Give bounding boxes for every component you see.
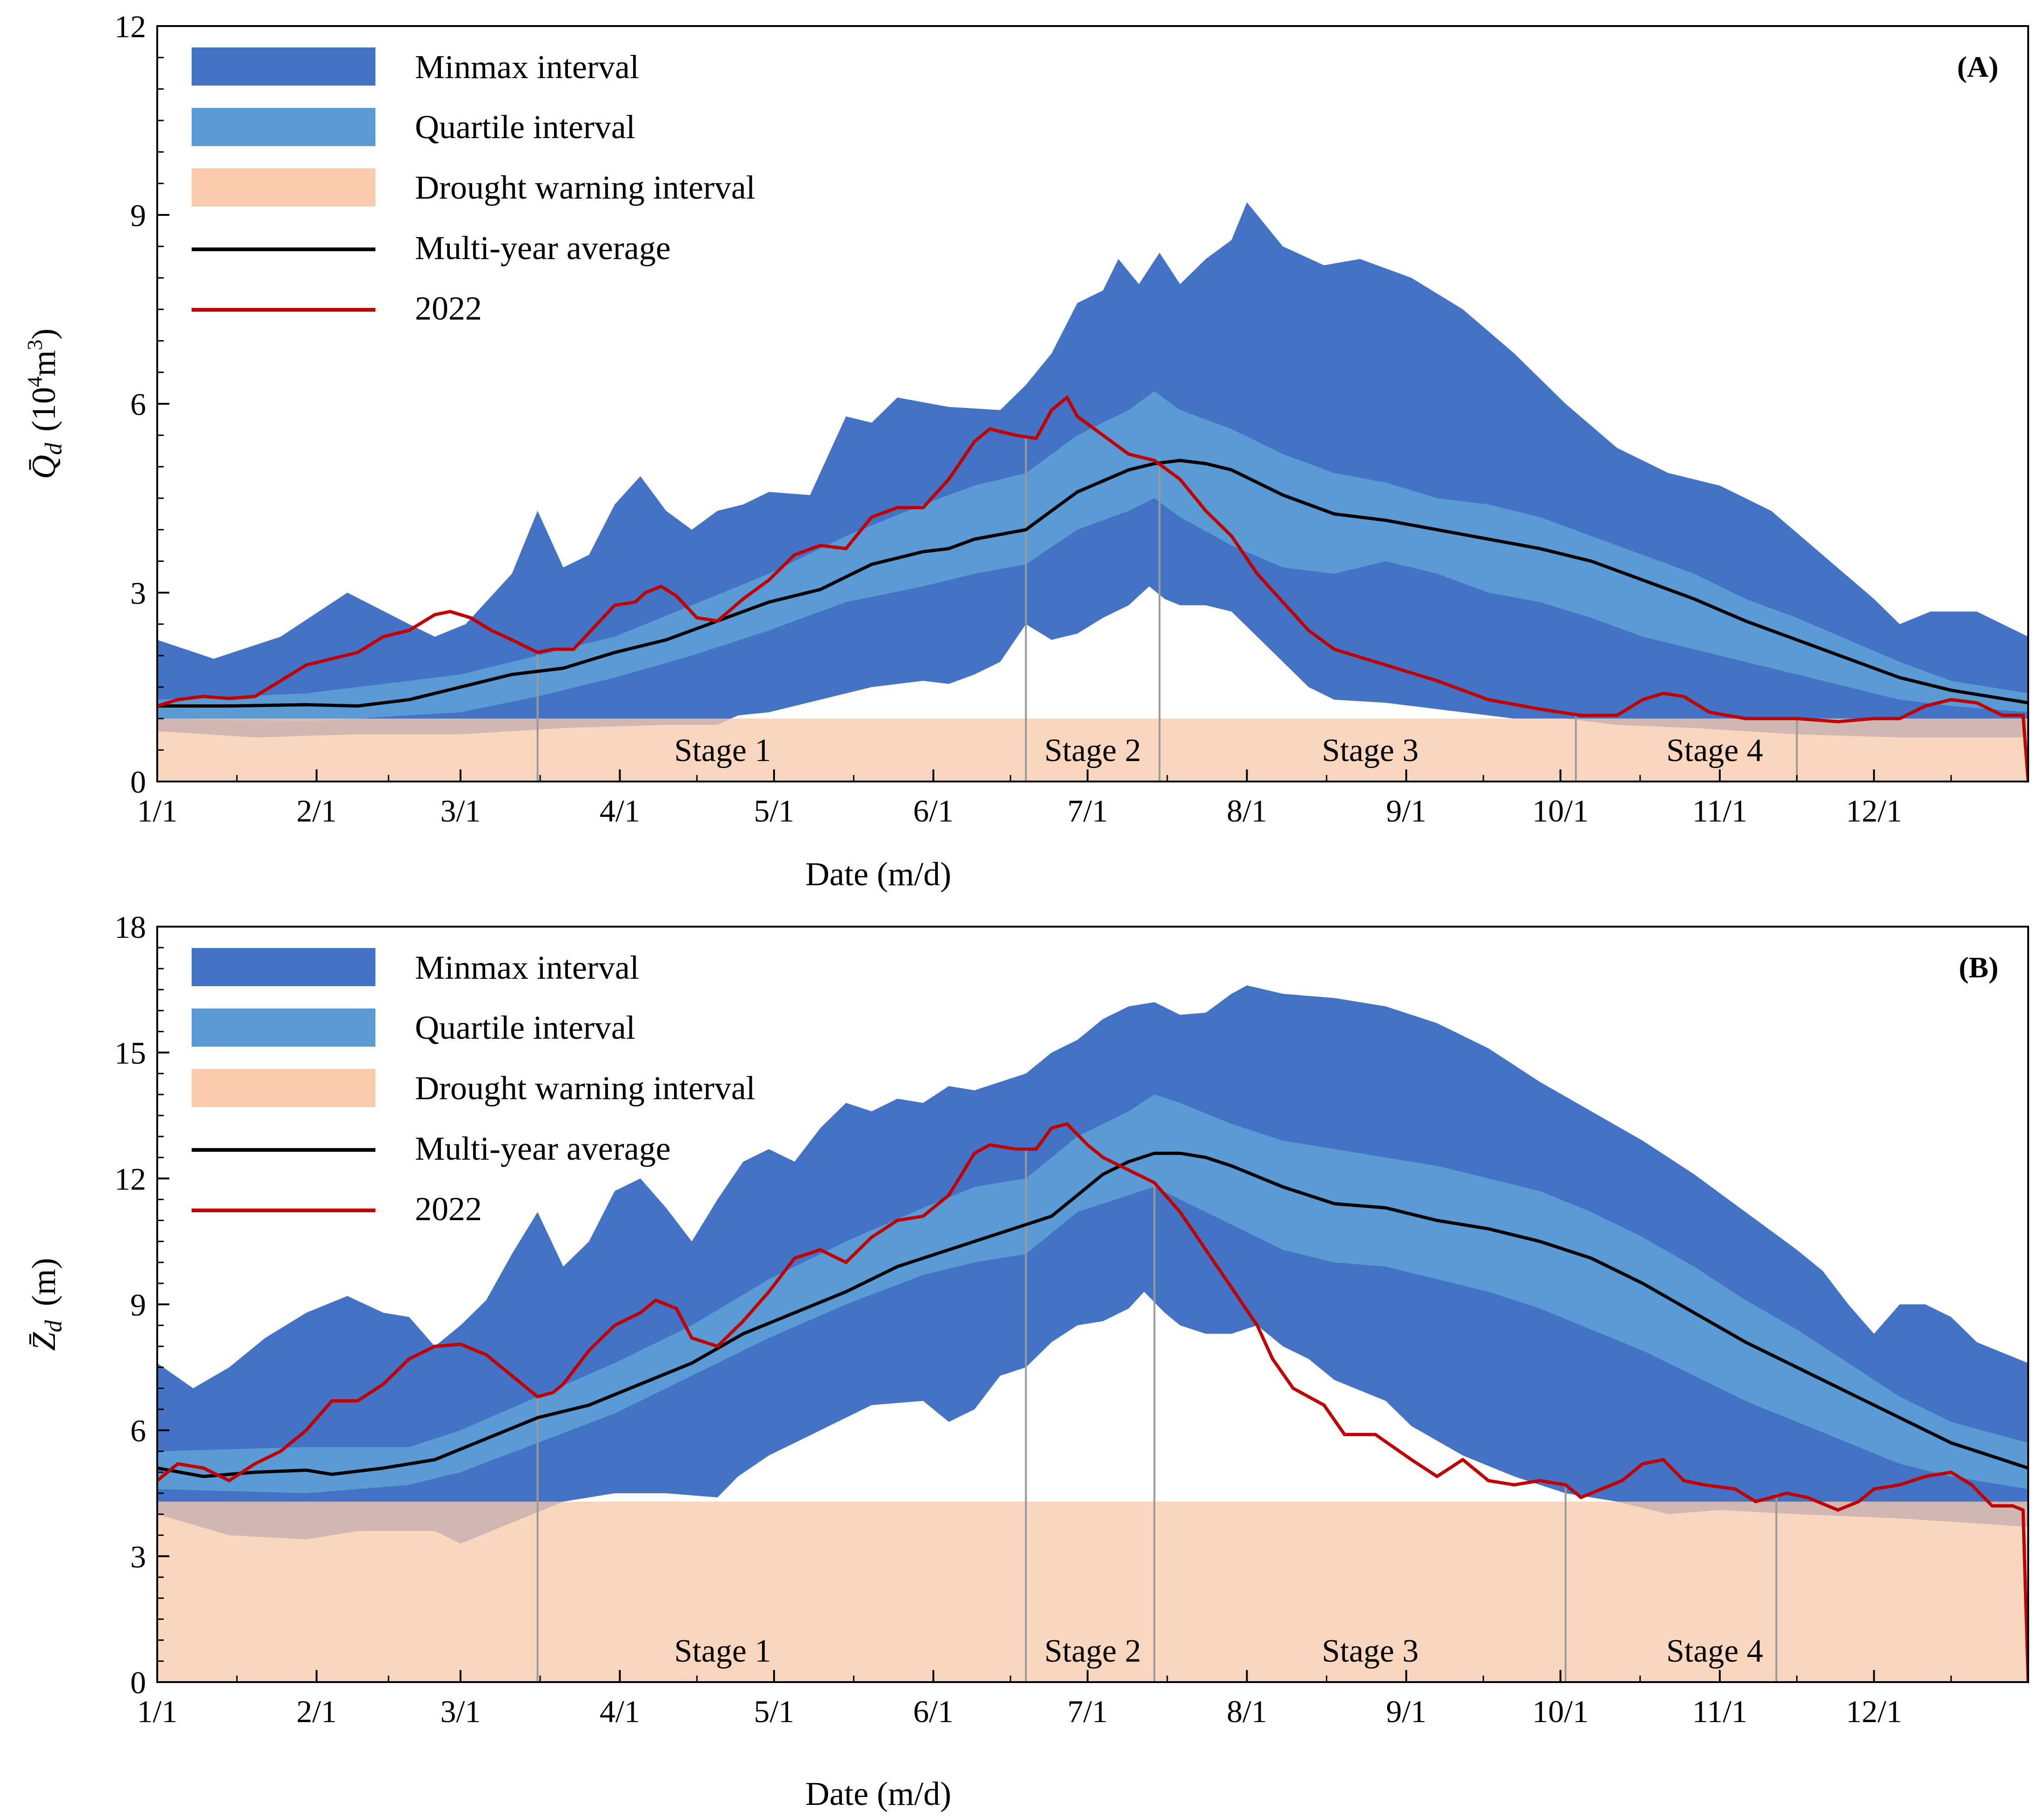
- panel-a-y-unit-exp: 4: [23, 376, 47, 387]
- stage-label: Stage 2: [1044, 1633, 1141, 1669]
- legend-swatch-minmax: [192, 948, 375, 986]
- panel-a-label: (A): [1957, 50, 1998, 83]
- x-tick-label: 2/1: [296, 793, 337, 828]
- panel-b-y-axis-title: Z̄d (m): [25, 1258, 67, 1351]
- panel-a-legend: Minmax interval Quartile interval Drough…: [192, 47, 755, 327]
- panel-b-x-axis: 1/1 2/1 3/1 4/1 5/1 6/1 7/1 8/1 9/1 10/1 11/1 12/1: [137, 1670, 1952, 1729]
- x-tick-label: 7/1: [1067, 1694, 1108, 1729]
- panel-a-stage-labels: Stage 1 Stage 2 Stage 3 Stage 4: [674, 733, 1763, 768]
- x-tick-label: 12/1: [1846, 793, 1902, 828]
- legend-label-2022: 2022: [415, 1190, 482, 1228]
- x-tick-label: 3/1: [440, 793, 481, 828]
- x-tick-label: 12/1: [1846, 1694, 1902, 1729]
- legend-label-2022: 2022: [415, 290, 482, 327]
- legend-swatch-drought: [192, 168, 375, 207]
- x-tick-label: 5/1: [754, 793, 794, 828]
- legend-label-drought: Drought warning interval: [415, 169, 755, 206]
- y-tick-label: 0: [130, 764, 146, 800]
- legend-label-quartile: Quartile interval: [415, 1009, 635, 1046]
- legend-swatch-minmax: [192, 47, 375, 86]
- panel-b-quartile-band: [157, 1094, 2028, 1493]
- panel-a: 0 3 6 9 12 1/1 2/1 3/1 4/1 5/1 6/1 7/1 8/1 9/1 10/1 11…: [23, 9, 2029, 893]
- panel-a-y-unit-exp2: 3: [23, 340, 47, 350]
- panel-b-plot-area: [157, 985, 2028, 1682]
- stage-label: Stage 2: [1044, 733, 1141, 768]
- x-tick-label: 11/1: [1692, 1694, 1747, 1729]
- x-tick-label: 1/1: [137, 1694, 178, 1729]
- panel-a-x-axis-title: Date (m/d): [805, 855, 951, 893]
- stage-label: Stage 1: [674, 1633, 771, 1669]
- panel-a-average-line: [157, 459, 2028, 708]
- panel-a-y-unit-suffix: ): [25, 328, 62, 340]
- x-tick-label: 9/1: [1386, 793, 1427, 828]
- legend-swatch-quartile: [192, 108, 375, 146]
- x-tick-label: 6/1: [913, 1694, 954, 1729]
- panel-a-plot-area: [157, 202, 2028, 782]
- y-tick-label: 18: [114, 909, 146, 945]
- legend-label-drought: Drought warning interval: [415, 1069, 755, 1107]
- x-tick-label: 7/1: [1067, 793, 1108, 828]
- x-tick-label: 1/1: [137, 793, 178, 828]
- y-tick-label: 9: [130, 1287, 146, 1323]
- legend-swatch-drought: [192, 1069, 375, 1107]
- panel-a-stage-lines: [536, 435, 1798, 782]
- y-tick-label: 9: [130, 198, 146, 233]
- panel-b-legend: Minmax interval Quartile interval Drough…: [192, 948, 755, 1228]
- x-tick-label: 4/1: [600, 793, 640, 828]
- x-tick-label: 5/1: [754, 1694, 794, 1729]
- y-tick-label: 12: [114, 1161, 146, 1196]
- legend-label-minmax: Minmax interval: [415, 48, 639, 86]
- x-tick-label: 11/1: [1692, 793, 1747, 828]
- panel-b-2022-line: [157, 1122, 2028, 1682]
- panel-b-average-line: [157, 1151, 2028, 1478]
- panel-a-2022-line: [157, 395, 2028, 782]
- panel-b-drought-band: [157, 1502, 2028, 1682]
- x-tick-label: 2/1: [296, 1694, 337, 1729]
- x-tick-label: 6/1: [913, 793, 954, 828]
- panel-a-drought-band: [157, 718, 2028, 782]
- x-tick-label: 4/1: [600, 1694, 640, 1729]
- panel-a-y-symbol: Q̄: [25, 455, 62, 479]
- x-tick-label: 3/1: [440, 1694, 481, 1729]
- panel-a-x-axis: 1/1 2/1 3/1 4/1 5/1 6/1 7/1 8/1 9/1 10/1 11/1 12/1: [137, 769, 1952, 828]
- legend-swatch-quartile: [192, 1009, 375, 1047]
- x-tick-label: 10/1: [1532, 1694, 1589, 1729]
- panel-b-y-axis: 0 3 6 9 12 15 18: [114, 909, 169, 1700]
- legend-label-minmax: Minmax interval: [415, 949, 639, 986]
- panel-b-stage-labels: Stage 1 Stage 2 Stage 3 Stage 4: [674, 1633, 1763, 1669]
- panel-a-y-axis: 0 3 6 9 12: [114, 9, 169, 800]
- y-tick-label: 3: [130, 1539, 146, 1574]
- stage-label: Stage 3: [1322, 733, 1419, 768]
- y-tick-label: 12: [114, 9, 146, 44]
- legend-label-quartile: Quartile interval: [415, 108, 635, 146]
- x-tick-label: 8/1: [1227, 1694, 1267, 1729]
- stage-label: Stage 3: [1322, 1633, 1419, 1669]
- legend-label-average: Multi-year average: [415, 229, 671, 267]
- stage-label: Stage 1: [674, 733, 771, 768]
- panel-a-y-subscript: d: [40, 442, 67, 455]
- y-tick-label: 3: [130, 575, 146, 611]
- y-tick-label: 6: [130, 1413, 146, 1449]
- panel-b-y-symbol: Z̄: [25, 1332, 62, 1351]
- y-tick-label: 0: [130, 1665, 146, 1700]
- panel-a-y-unit-mid: m: [25, 350, 62, 376]
- legend-label-average: Multi-year average: [415, 1130, 671, 1167]
- panel-b-stage-lines: [536, 1149, 1777, 1682]
- y-tick-label: 15: [114, 1035, 146, 1071]
- stage-label: Stage 4: [1666, 733, 1763, 768]
- x-tick-label: 10/1: [1532, 793, 1589, 828]
- panel-b-x-axis-title: Date (m/d): [805, 1775, 951, 1812]
- panel-b: 0 3 6 9 12 15 18 1/1 2/1 3/1 4/1 5/1 6/1 7/1 8/1 9/1 10…: [25, 909, 2029, 1812]
- panel-b-y-unit: (m): [25, 1258, 62, 1306]
- panel-b-label: (B): [1959, 951, 1998, 984]
- panel-b-y-subscript: d: [40, 1320, 67, 1332]
- panel-a-y-unit-prefix: (10: [25, 387, 62, 432]
- x-tick-label: 8/1: [1227, 793, 1267, 828]
- y-tick-label: 6: [130, 387, 146, 422]
- x-tick-label: 9/1: [1386, 1694, 1427, 1729]
- stage-label: Stage 4: [1666, 1633, 1763, 1669]
- panel-a-y-axis-title: Q̄d (104m3): [23, 328, 67, 479]
- panel-a-quartile-band: [157, 391, 2028, 722]
